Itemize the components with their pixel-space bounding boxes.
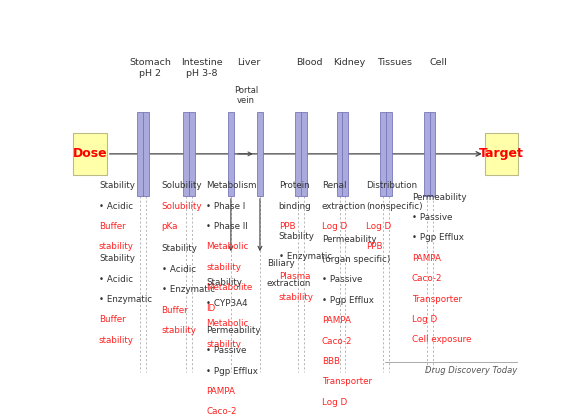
Text: PAMPA: PAMPA <box>207 387 235 396</box>
Text: extraction: extraction <box>321 202 366 211</box>
Text: • Phase I: • Phase I <box>207 202 246 211</box>
Text: PAMPA: PAMPA <box>412 254 441 263</box>
Text: Log D: Log D <box>366 222 392 231</box>
Text: Cell: Cell <box>430 58 448 68</box>
Text: Permeability: Permeability <box>321 235 376 244</box>
Text: Protein: Protein <box>279 181 309 190</box>
Text: Transporter: Transporter <box>412 294 462 304</box>
Text: Stability: Stability <box>99 181 135 190</box>
Text: • Acidic: • Acidic <box>99 275 133 284</box>
Text: stability: stability <box>207 339 241 349</box>
Bar <box>485 133 518 175</box>
Text: • Acidic: • Acidic <box>99 202 133 211</box>
Text: • Pgp Efflux: • Pgp Efflux <box>412 234 464 242</box>
Text: • Enzymatic: • Enzymatic <box>99 295 152 304</box>
Text: Log D: Log D <box>321 222 347 231</box>
Text: Solubility: Solubility <box>162 202 202 211</box>
Text: stability: stability <box>162 326 196 335</box>
Bar <box>183 112 189 196</box>
Text: • CYP3A4: • CYP3A4 <box>207 299 248 308</box>
Text: Drug Discovery Today: Drug Discovery Today <box>425 366 517 375</box>
Text: PPB: PPB <box>366 242 383 252</box>
Text: Caco-2: Caco-2 <box>412 274 443 283</box>
Text: stability: stability <box>99 336 134 345</box>
Text: Metabolic: Metabolic <box>207 242 249 252</box>
Text: Buffer: Buffer <box>99 315 126 324</box>
Text: • Enzymatic: • Enzymatic <box>279 252 332 261</box>
Bar <box>228 112 234 196</box>
Bar <box>336 112 342 196</box>
Text: Stability: Stability <box>162 244 197 253</box>
Bar <box>380 112 386 196</box>
Text: stability: stability <box>279 293 313 302</box>
Bar <box>137 112 143 196</box>
Text: Dose: Dose <box>73 147 107 160</box>
Text: PAMPA: PAMPA <box>321 316 351 325</box>
Text: pKa: pKa <box>162 222 178 231</box>
Text: Caco-2: Caco-2 <box>321 336 352 346</box>
Text: PPB: PPB <box>279 222 295 231</box>
Text: Stability: Stability <box>99 254 135 263</box>
Bar <box>301 112 306 196</box>
Text: • Phase II: • Phase II <box>207 222 248 231</box>
Text: binding: binding <box>279 202 312 211</box>
Bar <box>73 133 107 175</box>
Text: Biliary: Biliary <box>267 259 294 268</box>
Text: Cell exposure: Cell exposure <box>412 335 471 344</box>
Text: Target: Target <box>479 147 524 160</box>
Text: • Acidic: • Acidic <box>162 265 196 274</box>
Text: Renal: Renal <box>321 181 346 190</box>
Text: • Enzymatic: • Enzymatic <box>162 285 215 294</box>
Text: • Passive: • Passive <box>321 276 362 284</box>
Text: Solubility: Solubility <box>162 181 202 190</box>
Bar <box>189 112 195 196</box>
Text: (organ specific): (organ specific) <box>321 255 390 264</box>
Text: Intestine
pH 3-8: Intestine pH 3-8 <box>181 58 223 78</box>
Text: Metabolic: Metabolic <box>207 319 249 328</box>
Text: • Pgp Efflux: • Pgp Efflux <box>321 296 373 305</box>
Bar <box>295 112 301 196</box>
Text: Distribution: Distribution <box>366 181 418 190</box>
Bar <box>342 112 349 196</box>
Text: extraction: extraction <box>267 279 311 289</box>
Text: Permeability: Permeability <box>207 326 261 335</box>
Text: Metabolite: Metabolite <box>207 283 253 292</box>
Bar <box>143 112 149 196</box>
Text: Blood: Blood <box>296 58 323 68</box>
Text: Permeability: Permeability <box>412 193 466 202</box>
Text: stability: stability <box>207 263 241 272</box>
Text: • Passive: • Passive <box>412 213 452 222</box>
Text: Log D: Log D <box>321 398 347 407</box>
Text: ID: ID <box>207 304 216 312</box>
Text: Buffer: Buffer <box>99 222 126 231</box>
Text: Liver: Liver <box>237 58 260 68</box>
Bar <box>386 112 392 196</box>
Text: • Pgp Efflux: • Pgp Efflux <box>207 367 258 375</box>
Text: Kidney: Kidney <box>334 58 365 68</box>
Text: Stomach
pH 2: Stomach pH 2 <box>129 58 171 78</box>
Text: stability: stability <box>99 242 134 252</box>
Bar <box>424 112 430 196</box>
Text: Stability: Stability <box>279 231 314 241</box>
Text: Buffer: Buffer <box>162 306 188 315</box>
Text: Plasma: Plasma <box>279 272 310 281</box>
Bar <box>430 112 436 196</box>
Text: Metabolism: Metabolism <box>207 181 257 190</box>
Text: BBB: BBB <box>321 357 340 366</box>
Text: Tissues: Tissues <box>377 58 411 68</box>
Text: • Passive: • Passive <box>207 346 246 355</box>
Text: Portal
vein: Portal vein <box>234 86 258 105</box>
Text: Stability: Stability <box>207 278 242 287</box>
Text: Caco-2: Caco-2 <box>207 407 237 417</box>
Text: (nonspecific): (nonspecific) <box>366 202 423 211</box>
Text: Transporter: Transporter <box>321 377 372 386</box>
Text: Log D: Log D <box>412 315 437 324</box>
Bar <box>257 112 263 196</box>
